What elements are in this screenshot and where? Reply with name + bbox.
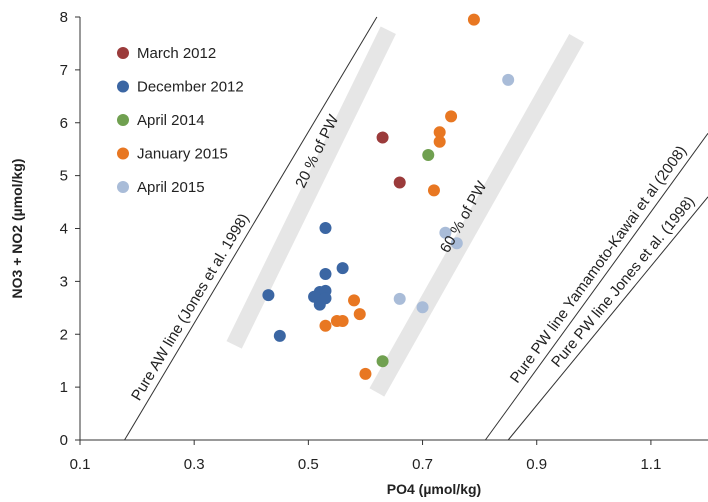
data-point [445, 110, 458, 123]
pw-fraction-bands [226, 26, 585, 397]
reference-lines [124, 16, 708, 441]
reference-line-1 [124, 16, 378, 441]
data-point [393, 292, 406, 305]
data-point [273, 329, 286, 342]
x-tick-label: 0.7 [412, 456, 433, 473]
data-point [262, 289, 275, 302]
y-axis-title: NO3 + NO2 (µmol/kg) [9, 159, 25, 299]
y-tick-label: 7 [60, 62, 68, 79]
band-1 [226, 26, 396, 349]
data-point [439, 226, 452, 239]
legend-label: April 2015 [137, 179, 205, 196]
x-tick-label: 0.9 [526, 456, 547, 473]
data-point [427, 184, 440, 197]
y-tick-label: 3 [60, 273, 68, 290]
data-point [502, 73, 515, 86]
legend-marker [117, 80, 129, 93]
band-2 [369, 33, 585, 397]
data-point [359, 367, 372, 380]
aw-line-label: Pure AW line (Jones et al. 1998) [128, 211, 253, 404]
legend-marker [117, 47, 129, 59]
x-tick-label: 1.1 [640, 456, 661, 473]
data-point [319, 319, 332, 332]
y-tick-label: 8 [60, 9, 68, 26]
data-point [319, 267, 332, 280]
legend-label: April 2014 [137, 112, 205, 129]
y-tick-label: 6 [60, 115, 68, 132]
x-tick-label: 0.1 [70, 456, 91, 473]
data-point [353, 308, 366, 321]
y-tick-label: 1 [60, 379, 68, 396]
y-tick-label: 4 [60, 221, 68, 238]
data-point [416, 301, 429, 314]
legend-marker [117, 181, 129, 193]
data-point [376, 355, 389, 368]
x-axis-title: PO4 (µmol/kg) [387, 481, 481, 497]
y-tick-label: 2 [60, 326, 68, 343]
data-points [262, 13, 515, 380]
legend-marker [117, 114, 129, 126]
y-tick-label: 5 [60, 168, 68, 185]
axes: 0 1 2 3 4 5 6 7 8 0.1 0.3 0.5 0.7 0.9 1.1 [60, 9, 708, 473]
legend-marker [117, 147, 129, 160]
data-point [336, 262, 349, 275]
data-point [376, 131, 389, 144]
legend: March 2012 December 2012 April 2014 January… [117, 45, 244, 196]
x-tick-label: 0.5 [298, 456, 319, 473]
legend-label: January 2015 [137, 146, 228, 163]
data-point [348, 294, 361, 307]
data-point [319, 221, 332, 234]
legend-label: March 2012 [137, 45, 216, 62]
data-point [450, 237, 463, 250]
data-point [467, 13, 480, 26]
data-point [433, 126, 446, 139]
pw-yamamoto-line-label: Pure PW line Yamamoto-Kawai et al (2008) [507, 143, 690, 387]
reference-line-2 [484, 133, 708, 441]
data-point [422, 149, 435, 162]
data-point [433, 135, 446, 148]
legend-label: December 2012 [137, 79, 244, 96]
y-tick-label: 0 [60, 432, 68, 449]
reference-line-3 [507, 196, 708, 441]
data-point [319, 292, 332, 305]
data-point [393, 176, 406, 189]
data-point [336, 315, 349, 328]
x-tick-label: 0.3 [184, 456, 205, 473]
